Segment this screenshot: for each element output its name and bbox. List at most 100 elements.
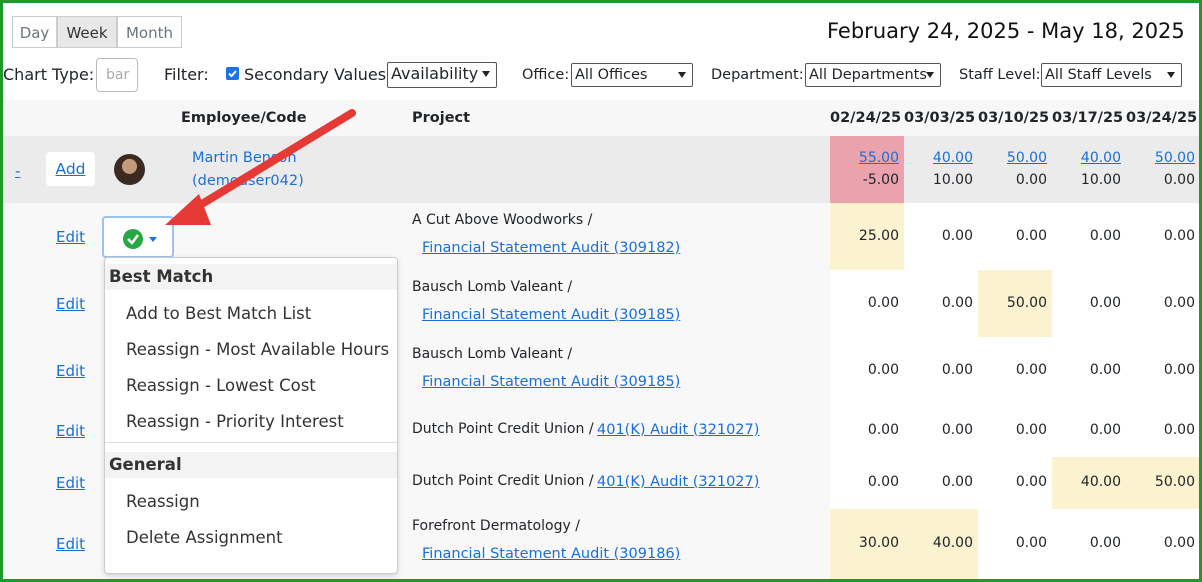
office-select[interactable]: All Offices (571, 63, 693, 87)
client-name: Forefront Dermatology / (412, 518, 580, 534)
hours-value: 0.00 (941, 361, 973, 378)
hours-value: 50.00 (1154, 474, 1195, 490)
hours-value: 0.00 (1089, 361, 1121, 378)
hours-cell (1052, 203, 1126, 270)
hours-cell (904, 404, 978, 457)
hours-cell (1126, 509, 1199, 579)
hours-value: 0.00 (941, 421, 973, 438)
annotation-arrow (165, 109, 356, 225)
hours-cell (1126, 457, 1199, 509)
project-link[interactable]: Financial Statement Audit (309182) (422, 240, 681, 256)
edit-link[interactable]: Edit (56, 474, 86, 492)
menu-item[interactable]: Delete Assignment (126, 528, 283, 547)
hours-value: 0.00 (1089, 227, 1121, 244)
menu-item[interactable]: Reassign (126, 492, 200, 511)
hours-cell (978, 509, 1052, 579)
primary-hours[interactable]: 40.00 (932, 150, 973, 166)
status-icon (123, 229, 157, 249)
edit-link[interactable]: Edit (56, 294, 86, 313)
secondary-select[interactable]: Availability (387, 62, 497, 88)
hours-cell (830, 203, 904, 270)
edit-link[interactable]: Edit (56, 227, 86, 246)
employee-code[interactable]: (demouser042) (192, 173, 304, 189)
hours-value: 0.00 (1015, 474, 1047, 490)
hours-value: 0.00 (867, 361, 899, 378)
primary-hours[interactable]: 40.00 (1080, 150, 1121, 166)
over-allocated-cell (830, 136, 904, 203)
hours-cell (830, 337, 904, 404)
hours-value: 0.00 (1163, 227, 1195, 244)
hours-cell (978, 270, 1052, 337)
client-name: Bausch Lomb Valeant / (412, 346, 573, 362)
menu-item[interactable]: Reassign - Priority Interest (126, 412, 344, 431)
hours-value: 50.00 (1006, 294, 1047, 311)
hours-value: 0.00 (941, 474, 973, 490)
tab-day[interactable]: Day (12, 16, 57, 48)
checkbox-tick (228, 70, 237, 78)
edit-link[interactable]: Edit (56, 535, 86, 553)
hours-cell (978, 457, 1052, 509)
hours-cell (904, 270, 978, 337)
hours-value: 0.00 (1089, 535, 1121, 551)
client-name: Dutch Point Credit Union / (412, 420, 594, 437)
hours-cell (978, 203, 1052, 270)
header-week: 03/17/25 (1052, 110, 1124, 126)
menu-section-title: Best Match (105, 264, 397, 290)
hours-value: 0.00 (867, 294, 899, 311)
project-link[interactable]: Financial Statement Audit (309186) (422, 546, 681, 562)
edit-link[interactable]: Edit (56, 361, 86, 380)
hours-value: 40.00 (932, 535, 973, 551)
project-link[interactable]: Financial Statement Audit (309185) (422, 374, 681, 390)
secondary-hours: 0.00 (1163, 172, 1195, 188)
hours-value: 30.00 (858, 535, 899, 551)
hours-value: 40.00 (1080, 474, 1121, 490)
checkbox[interactable] (226, 67, 239, 80)
hours-cell (830, 404, 904, 457)
hours-cell (1052, 270, 1126, 337)
collapse-toggle[interactable]: - (15, 162, 21, 180)
project-link[interactable]: 401(K) Audit (321027) (597, 421, 760, 438)
hours-value: 0.00 (941, 227, 973, 244)
menu-item[interactable]: Reassign - Lowest Cost (126, 376, 316, 395)
menu-item[interactable]: Reassign - Most Available Hours (126, 340, 390, 359)
hours-value: 0.00 (1163, 421, 1195, 438)
project-link[interactable]: Financial Statement Audit (309185) (422, 307, 681, 323)
hours-value: 0.00 (867, 474, 899, 490)
hours-cell (904, 457, 978, 509)
hours-cell (904, 203, 978, 270)
chart-type-input[interactable]: bar (96, 58, 138, 92)
add-button[interactable]: Add (46, 152, 95, 186)
primary-hours[interactable]: 55.00 (858, 150, 899, 166)
office-label: Office: (522, 67, 570, 83)
hours-value: 0.00 (1015, 361, 1047, 378)
header-week: 02/24/25 (830, 110, 902, 126)
hours-value: 0.00 (1163, 361, 1195, 378)
avatar (114, 154, 145, 185)
edit-link[interactable]: Edit (56, 421, 86, 440)
hours-value: 0.00 (941, 294, 973, 311)
tab-month[interactable]: Month (117, 16, 182, 48)
secondary-hours: 0.00 (1015, 172, 1047, 188)
status-dropdown-button[interactable] (102, 216, 174, 258)
hours-value: 0.00 (1015, 535, 1047, 551)
primary-hours[interactable]: 50.00 (1006, 150, 1047, 166)
client-name: Bausch Lomb Valeant / (412, 279, 573, 295)
client-name: A Cut Above Woodworks / (412, 212, 593, 228)
department-select[interactable]: All Departments (805, 63, 941, 87)
hours-value: 0.00 (867, 421, 899, 438)
hours-cell (904, 509, 978, 579)
date-range: February 24, 2025 - May 18, 2025 (827, 19, 1185, 43)
hours-cell (830, 457, 904, 509)
tab-week[interactable]: Week (57, 16, 117, 48)
secondary-values-label: Secondary Values (244, 65, 387, 84)
hours-value: 0.00 (1163, 535, 1195, 551)
header-week: 03/24/25 (1126, 110, 1198, 126)
hours-cell (1126, 203, 1199, 270)
primary-hours[interactable]: 50.00 (1154, 150, 1195, 166)
staff-level-label: Staff Level: (959, 67, 1041, 83)
project-link[interactable]: 401(K) Audit (321027) (597, 474, 760, 490)
menu-item[interactable]: Add to Best Match List (126, 304, 312, 323)
staff-level-select[interactable]: All Staff Levels (1041, 63, 1182, 87)
hours-cell (830, 509, 904, 579)
hours-value: 0.00 (1163, 294, 1195, 311)
